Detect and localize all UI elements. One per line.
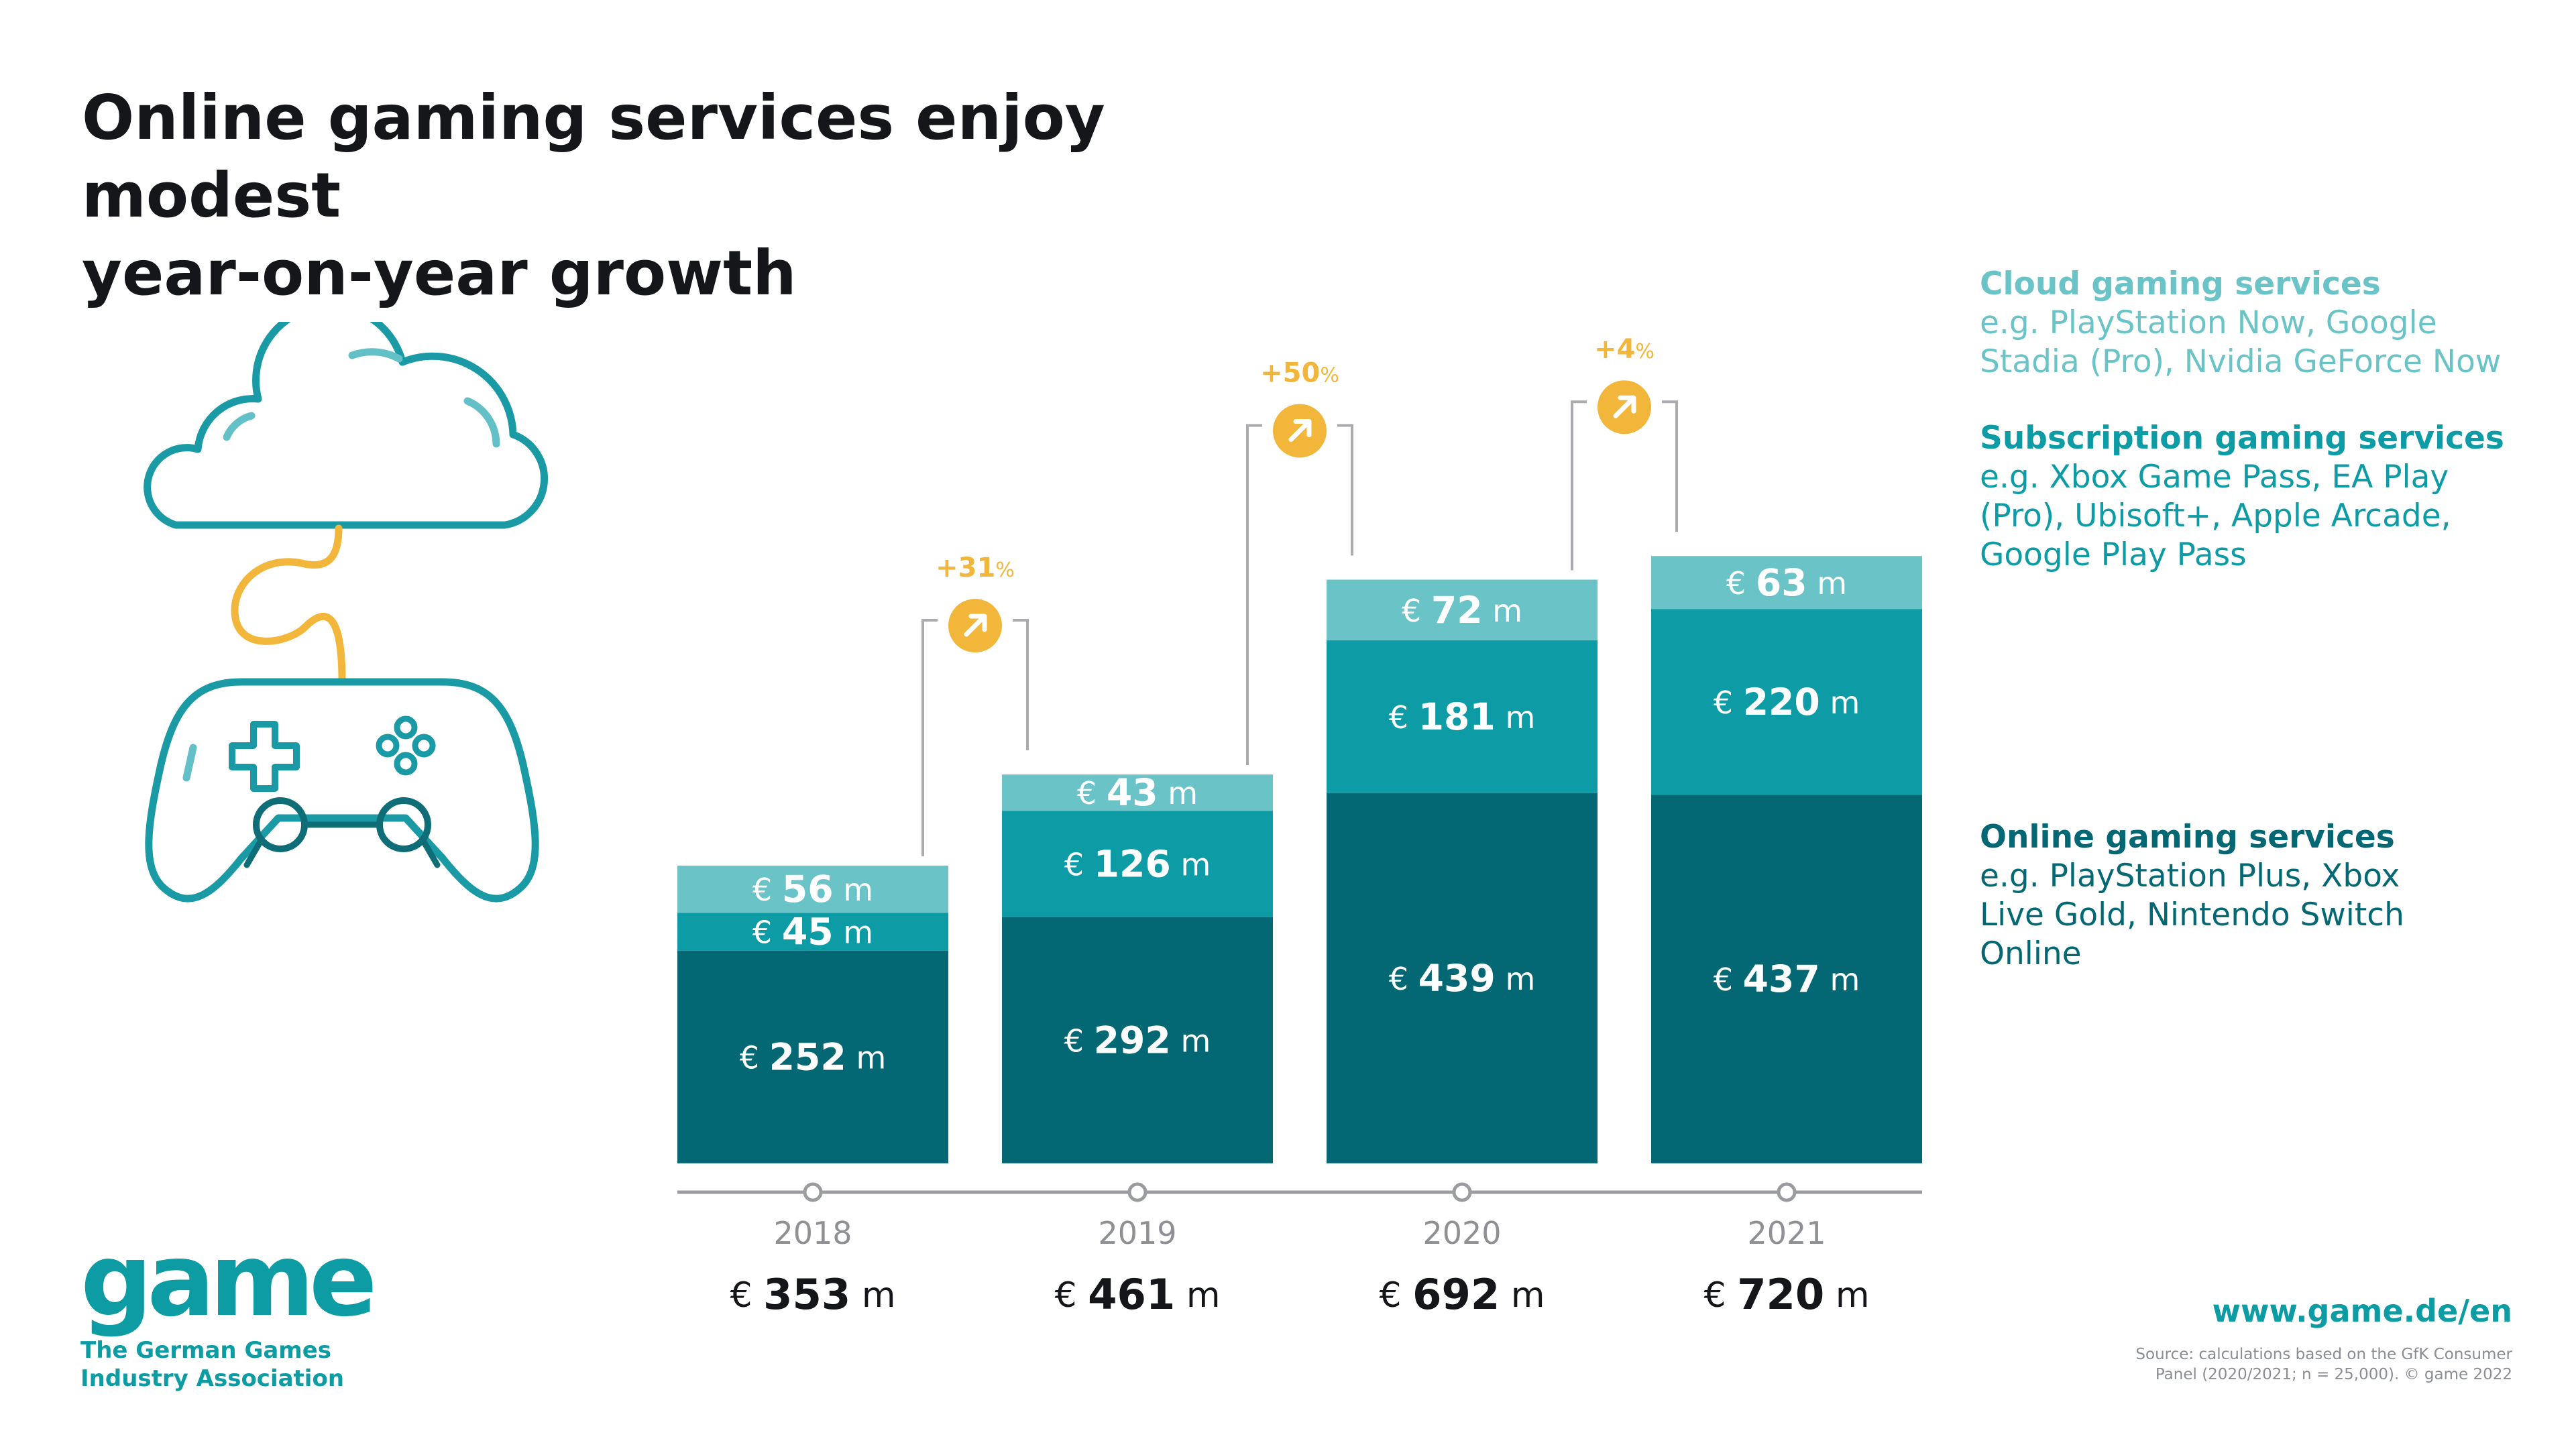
logo-tagline-line-1: The German Games bbox=[80, 1337, 332, 1364]
bar-segment-2020-0 bbox=[1327, 793, 1598, 1163]
bar-segment-2021-2 bbox=[1651, 556, 1922, 610]
legend-cloud-line-2: Stadia (Pro), Nvidia GeForce Now bbox=[1980, 343, 2502, 380]
total-label-2019: € 461 m bbox=[1054, 1270, 1220, 1319]
bar-value-label-2019-0: € 292 m bbox=[1064, 1019, 1211, 1062]
legend-subscription-title: Subscription gaming services bbox=[1980, 420, 2504, 457]
legend-cloud: Cloud gaming services e.g. PlayStation N… bbox=[1980, 265, 2557, 382]
axis-tick-2021 bbox=[1777, 1182, 1797, 1202]
growth-bracket-right-1 bbox=[1337, 424, 1353, 556]
axis-tick-2018 bbox=[803, 1182, 823, 1202]
legend-online-line-1: e.g. PlayStation Plus, Xbox bbox=[1980, 858, 2400, 894]
arrow-glyph-2 bbox=[1613, 395, 1636, 418]
title-line-1: Online gaming services enjoy modest bbox=[82, 82, 1105, 231]
title-line-2: year-on-year growth bbox=[82, 237, 797, 309]
website-link[interactable]: www.game.de/en bbox=[2212, 1293, 2512, 1329]
bar-segment-2021-1 bbox=[1651, 609, 1922, 795]
bar-value-label-2020-0: € 439 m bbox=[1389, 958, 1536, 1000]
bar-segment-2020-2 bbox=[1327, 579, 1598, 641]
cloud-gamepad-icon bbox=[144, 322, 548, 903]
growth-label-0: +31% bbox=[936, 553, 1015, 583]
growth-bracket-left-1 bbox=[1246, 424, 1262, 766]
legend-online: Online gaming services e.g. PlayStation … bbox=[1980, 818, 2557, 974]
bar-segment-2019-0 bbox=[1002, 917, 1273, 1163]
year-label-2019: 2019 bbox=[1098, 1215, 1176, 1251]
bar-value-label-2021-0: € 437 m bbox=[1714, 958, 1860, 1001]
growth-label-1: +50% bbox=[1260, 357, 1339, 388]
game-logo: game The German Games Industry Associati… bbox=[80, 1222, 378, 1393]
legend-cloud-line-1: e.g. PlayStation Now, Google bbox=[1980, 304, 2437, 341]
bar-value-label-2020-1: € 181 m bbox=[1389, 696, 1536, 739]
year-label-2020: 2020 bbox=[1422, 1215, 1501, 1251]
growth-bracket-left-0 bbox=[921, 619, 938, 856]
source-line-1: Source: calculations based on the GfK Co… bbox=[2135, 1346, 2512, 1363]
page-title: Online gaming services enjoy modest year… bbox=[82, 79, 1356, 312]
growth-label-2: +4% bbox=[1594, 334, 1655, 365]
legend-subscription-line-2: (Pro), Ubisoft+, Apple Arcade, bbox=[1980, 498, 2451, 534]
legend-subscription-line-3: Google Play Pass bbox=[1980, 536, 2247, 573]
legend-cloud-title: Cloud gaming services bbox=[1980, 266, 2381, 302]
legend-online-line-2: Live Gold, Nintendo Switch bbox=[1980, 896, 2404, 933]
bar-segment-2019-2 bbox=[1002, 774, 1273, 811]
total-label-2018: € 353 m bbox=[730, 1270, 895, 1319]
legend-online-title: Online gaming services bbox=[1980, 819, 2395, 856]
total-label-2021: € 720 m bbox=[1703, 1270, 1869, 1319]
year-label-2021: 2021 bbox=[1747, 1215, 1826, 1251]
growth-bracket-left-2 bbox=[1571, 400, 1587, 571]
arrow-glyph-0 bbox=[964, 614, 987, 637]
logo-wordmark: game bbox=[80, 1222, 378, 1339]
bar-value-label-2019-1: € 126 m bbox=[1064, 844, 1211, 886]
legend-subscription: Subscription gaming services e.g. Xbox G… bbox=[1980, 419, 2557, 575]
bar-value-label-2021-2: € 63 m bbox=[1726, 562, 1847, 605]
bar-value-label-2018-0: € 252 m bbox=[740, 1037, 887, 1080]
bar-segment-2020-1 bbox=[1327, 640, 1598, 793]
logo-tagline: The German Games Industry Association bbox=[80, 1336, 372, 1393]
bar-value-label-2018-2: € 56 m bbox=[752, 868, 873, 911]
legend-online-line-3: Online bbox=[1980, 935, 2082, 972]
bar-value-label-2018-1: € 45 m bbox=[752, 911, 873, 954]
total-label-2020: € 692 m bbox=[1379, 1270, 1545, 1319]
bar-value-label-2019-2: € 43 m bbox=[1077, 772, 1198, 815]
bar-segment-2018-1 bbox=[677, 913, 948, 951]
bar-value-label-2020-2: € 72 m bbox=[1402, 589, 1522, 632]
bar-segment-2018-2 bbox=[677, 865, 948, 913]
arrow-glyph-1 bbox=[1288, 418, 1312, 442]
source-line-2: Panel (2020/2021; n = 25,000). © game 20… bbox=[2155, 1366, 2512, 1383]
legend-subscription-line-1: e.g. Xbox Game Pass, EA Play bbox=[1980, 459, 2449, 496]
axis-tick-2020 bbox=[1452, 1182, 1472, 1202]
logo-tagline-line-2: Industry Association bbox=[80, 1365, 345, 1392]
bar-value-label-2021-1: € 220 m bbox=[1714, 681, 1860, 724]
growth-bracket-right-0 bbox=[1013, 619, 1029, 751]
growth-bracket-right-2 bbox=[1662, 400, 1678, 532]
bar-segment-2018-0 bbox=[677, 950, 948, 1163]
year-label-2018: 2018 bbox=[773, 1215, 852, 1251]
bar-segment-2021-0 bbox=[1651, 795, 1922, 1163]
bar-segment-2019-1 bbox=[1002, 811, 1273, 917]
axis-tick-2019 bbox=[1127, 1182, 1147, 1202]
source-note: Source: calculations based on the GfK Co… bbox=[2043, 1344, 2512, 1385]
